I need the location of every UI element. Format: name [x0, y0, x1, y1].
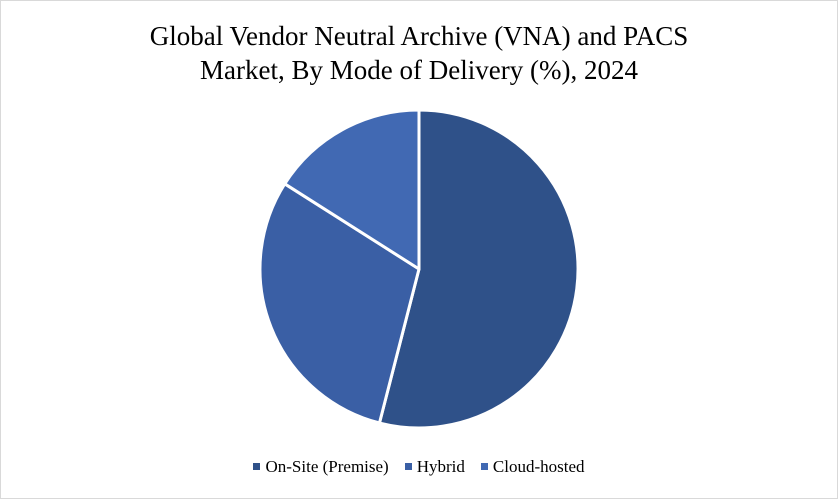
legend-swatch: [404, 463, 412, 470]
chart-title: Global Vendor Neutral Archive (VNA) and …: [1, 19, 837, 87]
legend-label: Hybrid: [416, 457, 465, 476]
pie-slice-cloud-hosted: [283, 108, 421, 271]
legend-swatch: [253, 463, 261, 470]
legend-item: Hybrid: [404, 457, 465, 477]
chart-title-line-1: Global Vendor Neutral Archive (VNA) and …: [149, 21, 689, 51]
legend-item: On-Site (Premise): [253, 457, 389, 477]
chart-title-line-2: Market, By Mode of Delivery (%), 2024: [200, 55, 638, 85]
legend-label: On-Site (Premise): [265, 457, 389, 476]
legend-swatch: [480, 463, 488, 470]
legend-item: Cloud-hosted: [480, 457, 585, 477]
legend: On-Site (Premise) Hybrid Cloud-hosted: [1, 457, 837, 477]
legend-label: Cloud-hosted: [492, 457, 585, 476]
pie-slice-hybrid: [258, 182, 421, 425]
pie-slice-on-site-premise: [377, 108, 580, 430]
